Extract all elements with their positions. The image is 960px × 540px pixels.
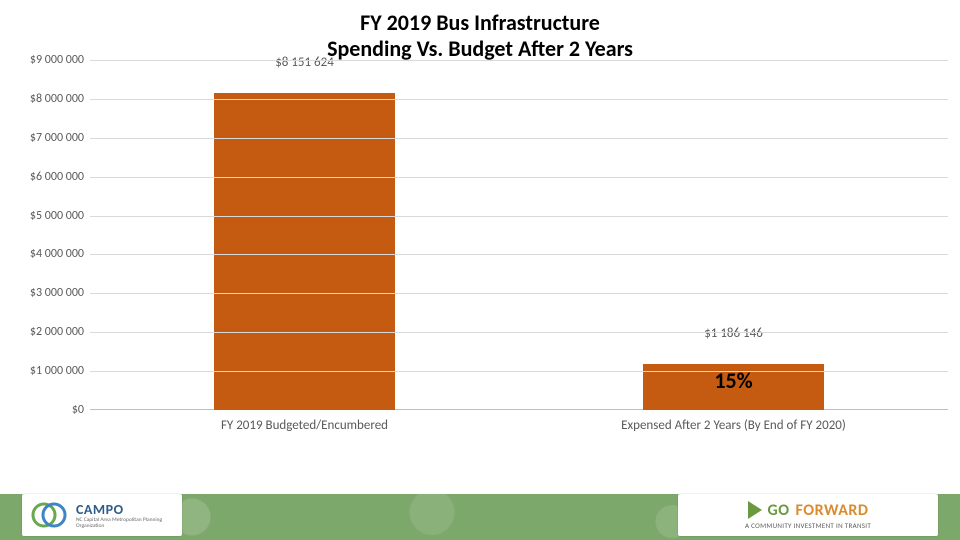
x-label-1: Expensed After 2 Years (By End of FY 202… [519,418,948,433]
grid-line [90,254,948,255]
plot-area: $8 151 624 $1 186 146 15% [90,60,948,410]
title-line-1: FY 2019 Bus Infrastructure [0,10,960,36]
y-tick: $1 000 000 [30,364,84,378]
grid-line [90,216,948,217]
grid-line [90,99,948,100]
grid-line [90,371,948,372]
y-tick: $4 000 000 [30,247,84,261]
bar-chart: $0 $1 000 000 $2 000 000 $3 000 000 $4 000 0… [12,60,948,440]
y-tick: $6 000 000 [30,170,84,184]
campo-sub: NC Capital Area Metropolitan Planning Or… [76,518,174,529]
grid-line [90,60,948,61]
footer: CAMPO NC Capital Area Metropolitan Plann… [0,476,960,540]
logo-go-forward: GO FORWARD A COMMUNITY INVESTMENT IN TRA… [678,494,938,536]
y-tick: $9 000 000 [30,53,84,67]
y-axis: $0 $1 000 000 $2 000 000 $3 000 000 $4 000 0… [12,60,90,440]
x-axis-labels: FY 2019 Budgeted/Encumbered Expensed Aft… [90,412,948,440]
grid-line [90,177,948,178]
bar-label-1: $1 186 146 [519,326,948,345]
grid-line [90,138,948,139]
y-tick: $0 [72,403,84,417]
go-text: GO [768,501,790,520]
bar-cell-1: $1 186 146 15% [519,60,948,410]
y-tick: $2 000 000 [30,325,84,339]
y-tick: $7 000 000 [30,131,84,145]
campo-text: CAMPO [76,501,174,518]
go-forward-sub: A COMMUNITY INVESTMENT IN TRANSIT [745,521,871,530]
bar-label-0: $8 151 624 [90,55,519,74]
x-label-0: FY 2019 Budgeted/Encumbered [90,418,519,433]
forward-text: FORWARD [796,501,869,520]
grid-line [90,332,948,333]
y-tick: $8 000 000 [30,92,84,106]
y-tick: $5 000 000 [30,209,84,223]
y-tick: $3 000 000 [30,286,84,300]
chart-title: FY 2019 Bus Infrastructure Spending Vs. … [0,0,960,63]
go-forward-arrow-icon [748,501,762,519]
grid-line [90,293,948,294]
campo-mark-icon [30,500,70,530]
bar-cell-0: $8 151 624 [90,60,519,410]
logo-campo: CAMPO NC Capital Area Metropolitan Plann… [22,494,182,536]
bar-0 [214,93,394,410]
